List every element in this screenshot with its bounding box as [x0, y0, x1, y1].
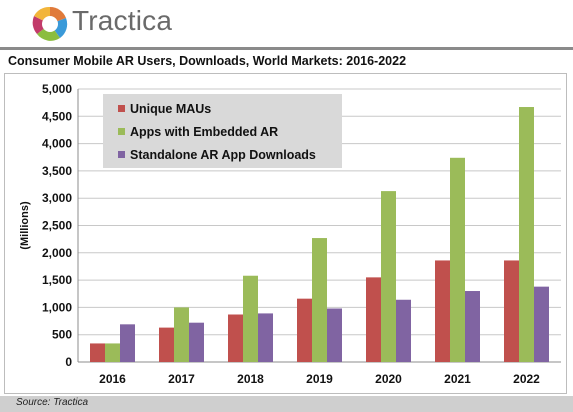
y-tick-label: 1,500 — [42, 273, 72, 287]
bar-unique-maus-2017 — [159, 327, 174, 362]
bar-apps-with-embedded-ar-2020 — [381, 191, 396, 362]
source-bar — [0, 396, 573, 412]
bar-apps-with-embedded-ar-2019 — [312, 238, 327, 362]
brand-name: Tractica — [72, 5, 173, 36]
bar-unique-maus-2016 — [90, 343, 105, 362]
x-tick-label: 2016 — [99, 372, 126, 386]
x-tick-label: 2020 — [375, 372, 402, 386]
bar-apps-with-embedded-ar-2017 — [174, 307, 189, 362]
x-tick-label: 2021 — [444, 372, 471, 386]
legend-label: Unique MAUs — [130, 102, 211, 116]
header: Tractica — [0, 0, 573, 45]
bar-apps-with-embedded-ar-2016 — [105, 343, 120, 362]
bar-standalone-ar-app-downloads-2019 — [327, 308, 342, 362]
bar-standalone-ar-app-downloads-2022 — [534, 286, 549, 362]
legend-box — [103, 94, 342, 168]
chart-frame — [4, 73, 567, 394]
x-tick-label: 2017 — [168, 372, 195, 386]
bar-apps-with-embedded-ar-2022 — [519, 107, 534, 362]
tractica-logo-icon — [32, 6, 68, 41]
bar-unique-maus-2018 — [228, 314, 243, 362]
y-tick-label: 1,000 — [42, 300, 72, 314]
chart-title: Consumer Mobile AR Users, Downloads, Wor… — [8, 54, 407, 68]
bar-apps-with-embedded-ar-2021 — [450, 157, 465, 362]
y-axis-label: (Millions) — [19, 201, 31, 250]
y-tick-label: 0 — [65, 355, 72, 369]
bar-standalone-ar-app-downloads-2016 — [120, 324, 135, 362]
y-tick-label: 2,500 — [42, 219, 72, 233]
y-tick-label: 2,000 — [42, 246, 72, 260]
x-tick-label: 2018 — [237, 372, 264, 386]
y-tick-label: 3,500 — [42, 164, 72, 178]
bar-unique-maus-2020 — [366, 277, 381, 362]
bar-unique-maus-2021 — [435, 260, 450, 362]
bar-unique-maus-2019 — [297, 298, 312, 362]
legend-swatch — [118, 105, 125, 112]
bar-apps-with-embedded-ar-2018 — [243, 275, 258, 362]
source-note: Source: Tractica — [16, 397, 89, 408]
bar-standalone-ar-app-downloads-2020 — [396, 299, 411, 362]
x-tick-label: 2019 — [306, 372, 333, 386]
bar-standalone-ar-app-downloads-2017 — [189, 322, 204, 362]
bar-standalone-ar-app-downloads-2018 — [258, 313, 273, 362]
y-tick-label: 500 — [52, 328, 72, 342]
y-tick-label: 5,000 — [42, 82, 72, 96]
y-tick-label: 4,500 — [42, 109, 72, 123]
y-tick-label: 4,000 — [42, 137, 72, 151]
bar-standalone-ar-app-downloads-2021 — [465, 291, 480, 362]
legend-label: Apps with Embedded AR — [130, 125, 278, 139]
header-divider — [0, 47, 573, 50]
y-tick-label: 3,000 — [42, 191, 72, 205]
legend-label: Standalone AR App Downloads — [130, 148, 316, 162]
bar-unique-maus-2022 — [504, 260, 519, 362]
legend-swatch — [118, 128, 125, 135]
legend-swatch — [118, 151, 125, 158]
x-tick-label: 2022 — [513, 372, 540, 386]
